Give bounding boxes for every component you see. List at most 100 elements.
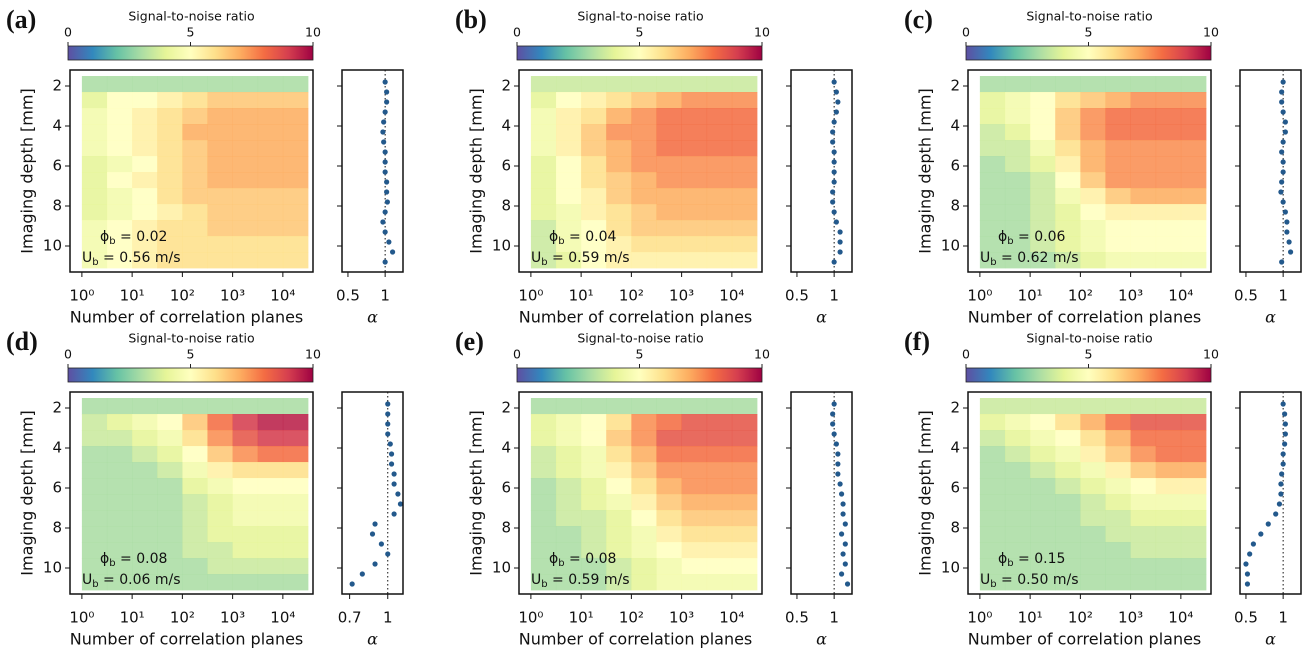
heatmap-cell xyxy=(1155,188,1182,205)
point xyxy=(1278,481,1284,487)
annotation-text: = 0.08 xyxy=(565,551,617,567)
heatmap-cell xyxy=(631,124,657,141)
heatmap-cell xyxy=(257,430,284,447)
heatmap-cell xyxy=(257,414,284,431)
heatmap-cell xyxy=(182,172,208,189)
heatmap-cell xyxy=(207,252,234,269)
heatmap-cell xyxy=(731,140,758,157)
y-tick-label: 6 xyxy=(950,479,960,497)
heatmap-cell xyxy=(631,446,657,463)
heatmap-cell xyxy=(681,494,708,511)
heatmap-cell xyxy=(106,558,133,575)
heatmap-cell xyxy=(81,398,108,415)
heatmap-cell xyxy=(1105,494,1132,511)
annotation-subscript: b xyxy=(541,257,547,268)
heatmap-cell xyxy=(1130,478,1157,495)
colorbar-tick-label: 0 xyxy=(513,25,521,40)
heatmap-cell xyxy=(1030,558,1056,575)
heatmap-cell xyxy=(581,542,607,559)
heatmap-cell xyxy=(1080,494,1106,511)
point xyxy=(838,571,845,577)
point xyxy=(372,561,378,567)
heatmap-cell xyxy=(81,140,108,157)
y-tick-label: 4 xyxy=(501,439,511,457)
heatmap-cell xyxy=(979,462,1006,479)
point xyxy=(1279,89,1285,95)
point xyxy=(359,571,365,577)
heatmap-cell xyxy=(656,124,683,141)
heatmap-cell xyxy=(530,510,557,527)
heatmap-cell xyxy=(257,108,284,125)
heatmap-cell xyxy=(232,414,259,431)
heatmap-cell xyxy=(1004,76,1031,93)
annotation-symbol: U xyxy=(980,572,990,588)
colorbar-tick-label: 10 xyxy=(305,347,321,362)
x-tick-label: 10⁰ xyxy=(967,609,992,627)
heatmap-cell xyxy=(530,574,557,591)
heatmap-cell xyxy=(232,204,259,221)
annotation-subscript: b xyxy=(92,579,98,590)
heatmap-cell xyxy=(555,462,582,479)
heatmap-cell xyxy=(207,558,234,575)
heatmap-cell xyxy=(1080,92,1106,109)
heatmap-cell xyxy=(132,108,158,125)
heatmap-cell xyxy=(1130,124,1157,141)
heatmap-cell xyxy=(979,76,1006,93)
heatmap-cell xyxy=(555,574,582,591)
point xyxy=(1282,421,1288,427)
heatmap-cell xyxy=(1105,542,1132,559)
heatmap-cell xyxy=(257,526,284,543)
annotation-text: = 0.02 xyxy=(116,229,168,245)
heatmap-cell xyxy=(182,478,208,495)
heatmap-cell xyxy=(81,236,108,253)
heatmap-cell xyxy=(656,172,683,189)
y-tick-label: 10 xyxy=(941,559,960,577)
heatmap-cell xyxy=(581,558,607,575)
heatmap-cell xyxy=(1030,108,1056,125)
point xyxy=(1280,109,1286,115)
heatmap-cell xyxy=(706,124,733,141)
heatmap-cell xyxy=(681,204,708,221)
heatmap-cell xyxy=(182,92,208,109)
heatmap-cell xyxy=(581,188,607,205)
heatmap-cell xyxy=(1080,430,1106,447)
point xyxy=(1278,189,1284,195)
heatmap-cell xyxy=(530,172,557,189)
x-tick-label: 10² xyxy=(619,287,644,305)
heatmap-cell xyxy=(81,124,108,141)
heatmap-cell xyxy=(706,510,733,527)
point xyxy=(835,461,841,467)
heatmap-cell xyxy=(157,574,183,591)
heatmap-cell xyxy=(1080,478,1106,495)
heatmap-cell xyxy=(207,510,234,527)
heatmap-cell xyxy=(681,172,708,189)
heatmap-cell xyxy=(581,140,607,157)
heatmap-cell xyxy=(1105,188,1132,205)
heatmap-cell xyxy=(106,236,133,253)
heatmap-cell xyxy=(1155,542,1182,559)
annotation: Ub = 0.59 m/s xyxy=(531,572,630,590)
heatmap-cell xyxy=(132,414,158,431)
heatmap-cell xyxy=(1055,446,1081,463)
heatmap-cell xyxy=(1105,172,1132,189)
heatmap-cell xyxy=(81,462,108,479)
point xyxy=(1279,149,1285,155)
heatmap-cell xyxy=(606,124,632,141)
heatmap-cell xyxy=(81,156,108,173)
heatmap-cell xyxy=(1055,188,1081,205)
heatmap-cell xyxy=(132,204,158,221)
x-tick-label: 10¹ xyxy=(1018,609,1043,627)
heatmap-cell xyxy=(1080,398,1106,415)
heatmap-cell xyxy=(1004,462,1031,479)
heatmap-cell xyxy=(1130,574,1157,591)
heatmap-cell xyxy=(606,188,632,205)
heatmap-cell xyxy=(182,76,208,93)
heatmap-cell xyxy=(157,220,183,237)
heatmap-cell xyxy=(1080,156,1106,173)
heatmap-cell xyxy=(979,124,1006,141)
heatmap-cell xyxy=(257,188,284,205)
point xyxy=(1279,471,1285,477)
x-tick-label: 0.5 xyxy=(336,287,360,305)
heatmap-cell xyxy=(606,252,632,269)
heatmap-cell xyxy=(555,92,582,109)
